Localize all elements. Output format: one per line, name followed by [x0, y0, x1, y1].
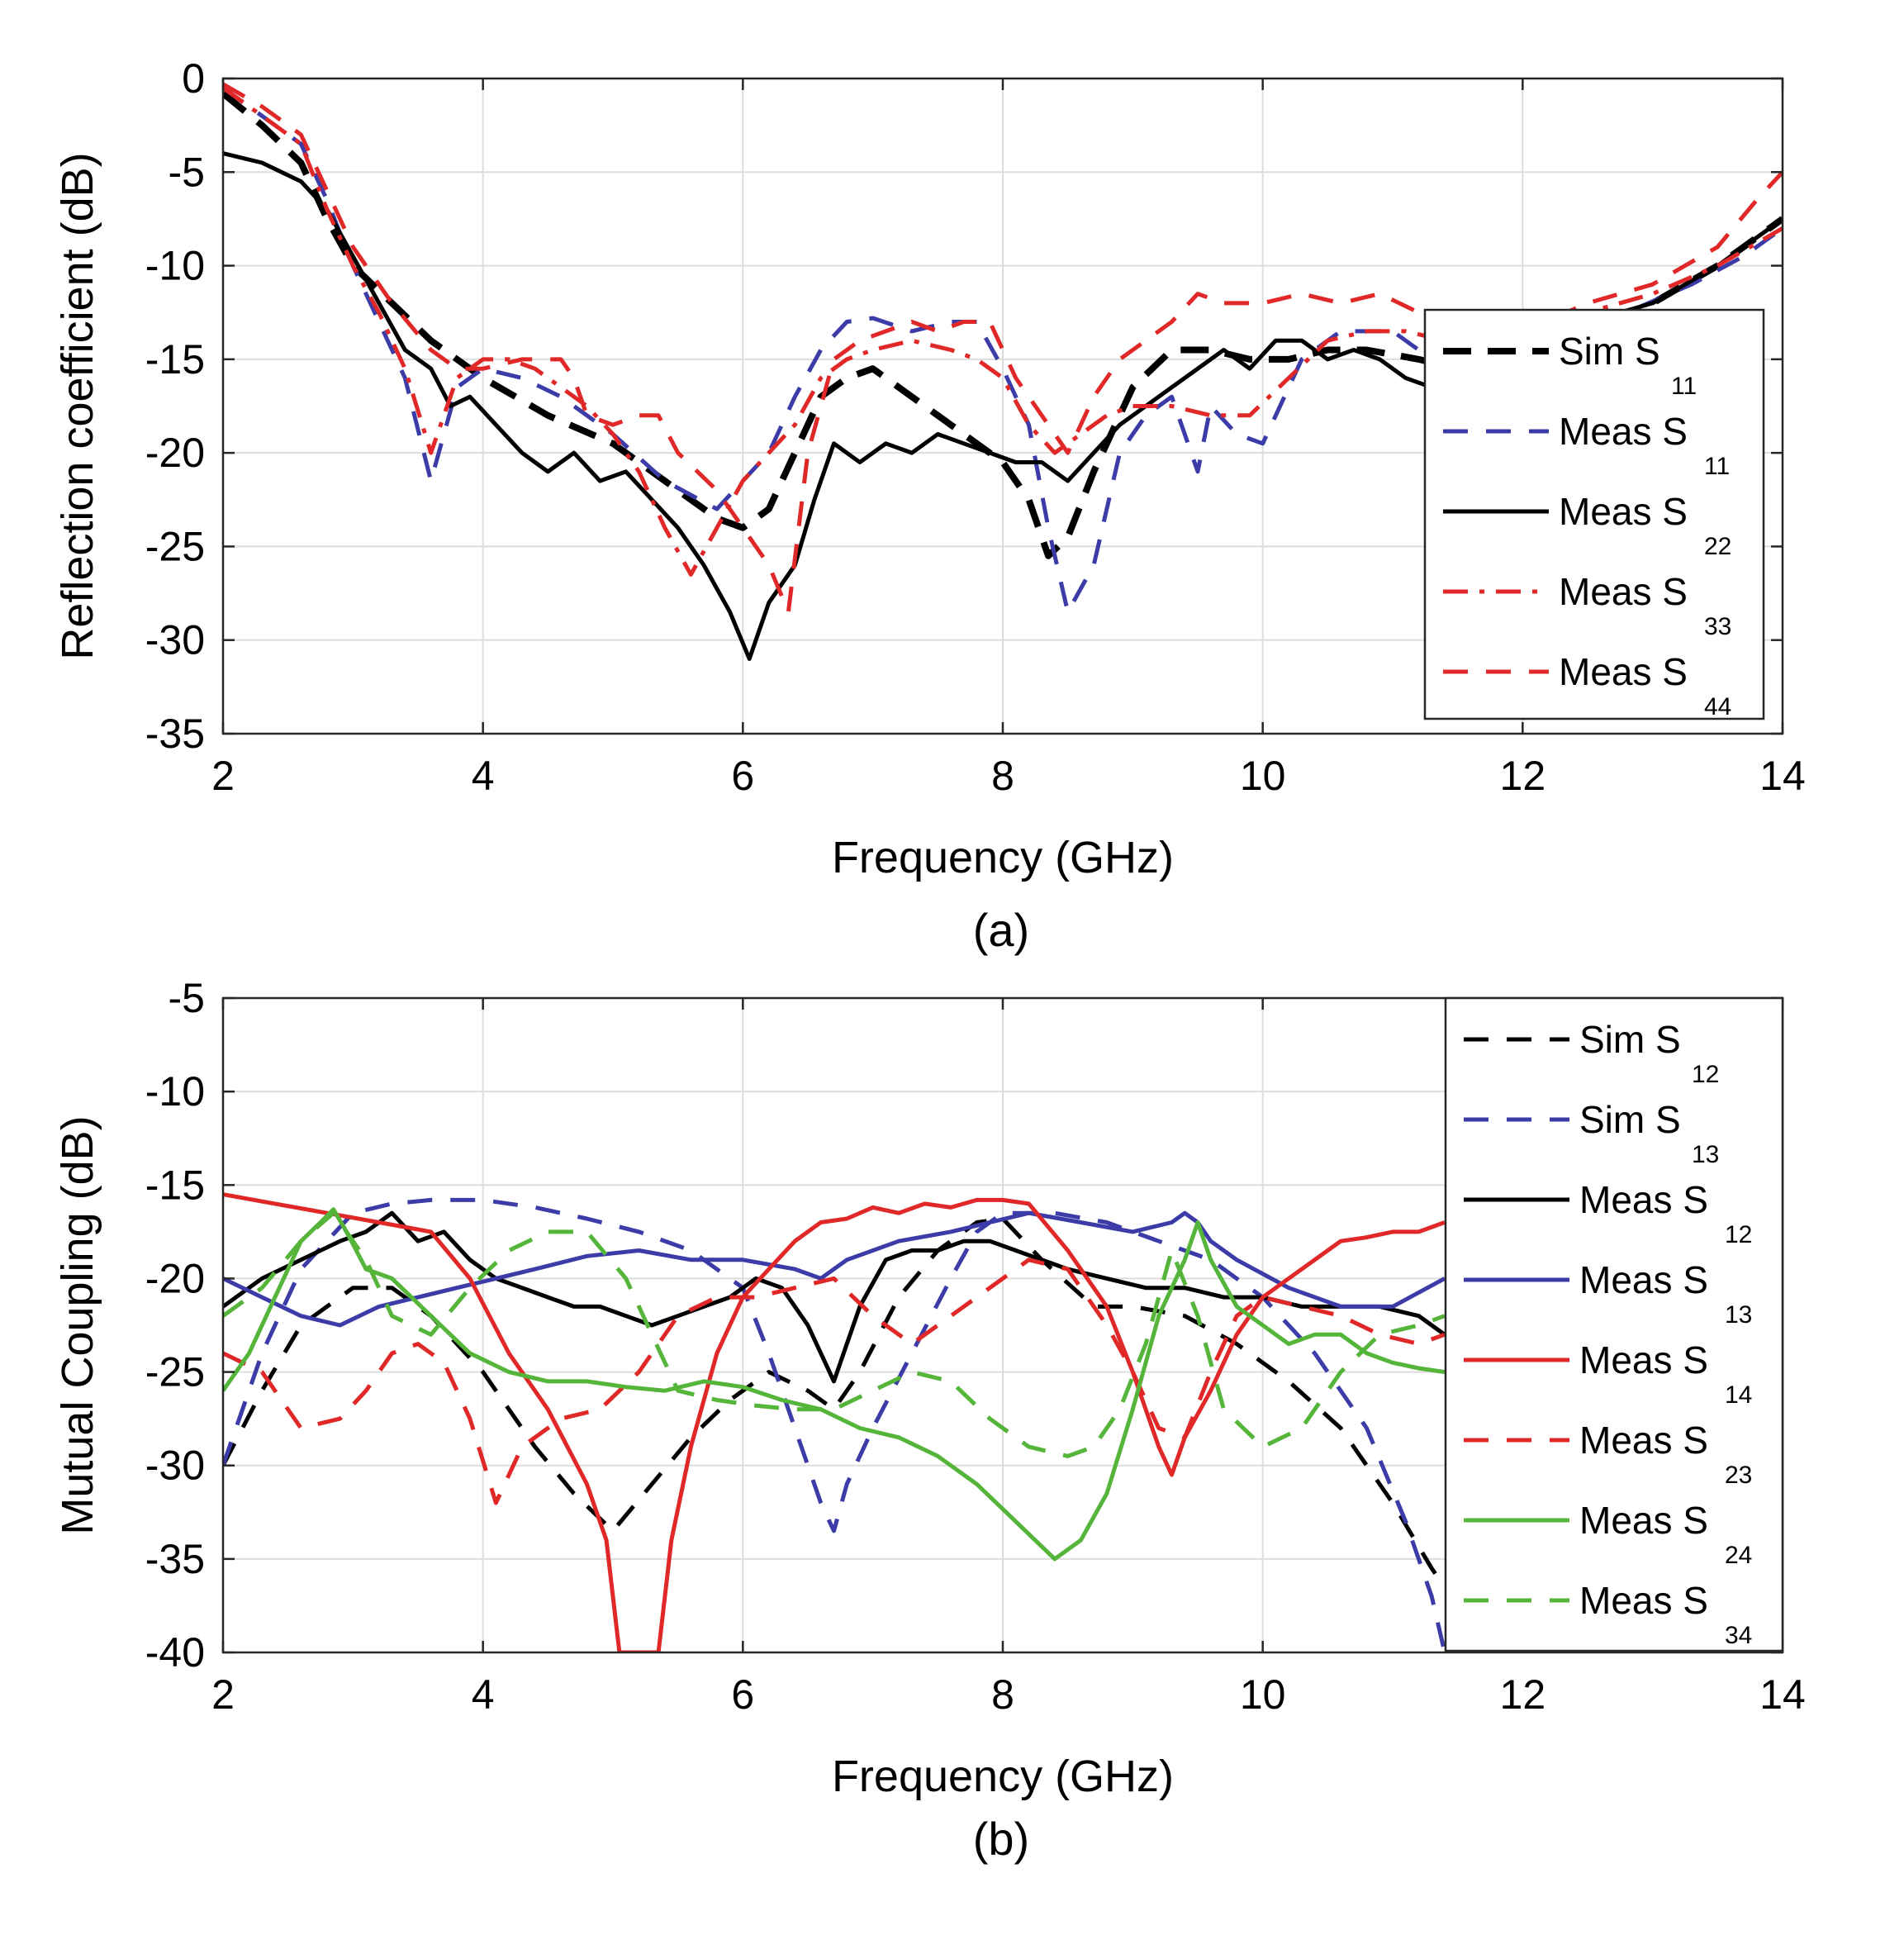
chart-a-xtick-label: 8: [991, 753, 1014, 799]
chart-b-series-meas-s34-line: [223, 1210, 1446, 1458]
chart-a-legend-label: Meas S: [1559, 490, 1688, 533]
chart-a-series-meas-s44-line: [223, 82, 1783, 615]
chart-a-ytick-label: 0: [182, 55, 205, 102]
chart-a-legend-item: Meas S 44: [1443, 650, 1731, 720]
chart-b-xtick-label: 14: [1759, 1671, 1806, 1718]
chart-a-ytick-label: -35: [145, 711, 205, 757]
chart-b-ytick-label: -35: [145, 1536, 205, 1582]
chart-b-legend-subscript: 12: [1725, 1221, 1752, 1248]
chart-a-legend-subscript: 11: [1671, 373, 1697, 400]
chart-b-series-meas-s13-line: [223, 1210, 1446, 1328]
chart-a: 2 4 6 8 10 12 14 0 -5 -10 -15 -20 -25 -30 -35 Frequency…: [53, 55, 1806, 956]
chart-b-ylabel: Mutual Coupling (dB): [53, 1115, 102, 1534]
chart-b-legend-label: Sim S: [1579, 1098, 1681, 1141]
chart-a-legend-box: [1423, 308, 1765, 720]
chart-b-xtick-label: 12: [1500, 1671, 1546, 1718]
chart-a-series-sim-s11-line: [223, 91, 1783, 559]
chart-a-ytick-label: -5: [169, 149, 205, 195]
chart-b-ytick-label: -25: [145, 1349, 205, 1395]
chart-a-legend: Sim S 11 Meas S 11 Meas S 22 Meas S 33 Meas S 44: [1423, 308, 1765, 720]
chart-b-legend-item: Meas S 12: [1464, 1178, 1752, 1248]
chart-b-legend-item: Meas S 34: [1464, 1579, 1752, 1649]
chart-b-legend-subscript: 34: [1725, 1622, 1752, 1649]
chart-b-legend-subscript: 12: [1692, 1061, 1719, 1088]
chart-a-ytick-label: -25: [145, 523, 205, 569]
chart-a-legend-subscript: 11: [1704, 453, 1730, 480]
chart-b-legend-item: Meas S 24: [1464, 1499, 1752, 1569]
chart-a-xlabel: Frequency (GHz): [832, 833, 1174, 882]
chart-b-legend-subscript: 23: [1725, 1462, 1752, 1489]
chart-b-xlabel: Frequency (GHz): [832, 1752, 1174, 1801]
chart-b-legend-item: Meas S 13: [1464, 1258, 1752, 1329]
chart-b-legend-item: Meas S 14: [1464, 1338, 1752, 1409]
chart-a-xtick-label: 4: [472, 753, 495, 799]
chart-b-legend-item: Sim S 12: [1464, 1018, 1719, 1088]
chart-a-legend-label: Meas S: [1559, 570, 1688, 613]
chart-a-legend-subscript: 33: [1704, 613, 1731, 640]
chart-b-ytick-label: -5: [169, 975, 205, 1021]
chart-b-ytick-label: -20: [145, 1255, 205, 1301]
chart-a-legend-subscript: 44: [1704, 693, 1731, 720]
chart-a-legend-label: Meas S: [1559, 650, 1688, 693]
chart-a-xtick-label: 10: [1240, 753, 1286, 799]
chart-b-legend-label: Sim S: [1579, 1018, 1681, 1061]
chart-a-ytick-label: -20: [145, 430, 205, 476]
chart-a-panel-label: (a): [973, 904, 1029, 956]
chart-b-ytick-label: -15: [145, 1162, 205, 1208]
chart-a-series-meas-s22-line: [223, 151, 1783, 661]
chart-b-ytick-label: -10: [145, 1068, 205, 1115]
chart-b-series-meas-s12-line: [223, 1210, 1446, 1384]
chart-a-xtick-label: 2: [211, 753, 235, 799]
chart-a-ytick-label: -15: [145, 336, 205, 383]
chart-b-legend-subscript: 24: [1725, 1542, 1752, 1569]
chart-a-series-group: [223, 82, 1783, 661]
chart-b: 2 4 6 8 10 12 14-5-10-15-20-25-30-35-40Frequen…: [53, 975, 1806, 1865]
chart-b-series-meas-s24-line: [223, 1207, 1446, 1562]
chart-b-ytick-label: -40: [145, 1629, 205, 1676]
chart-b-xtick-label: 2: [211, 1671, 235, 1718]
chart-a-ytick-label: -10: [145, 243, 205, 289]
chart-b-xtick-label: 10: [1240, 1671, 1286, 1718]
chart-a-ytick-label: -30: [145, 617, 205, 663]
chart-a-legend-label: Sim S: [1559, 330, 1660, 373]
chart-b-xtick-label: 8: [991, 1671, 1014, 1718]
chart-b-legend-subscript: 13: [1725, 1301, 1752, 1329]
chart-b-ytick-label: -30: [145, 1443, 205, 1489]
chart-a-xtick-label: 12: [1500, 753, 1546, 799]
chart-b-panel-label: (b): [973, 1813, 1029, 1865]
chart-a-ylabel: Reflection coefficient (dB): [53, 152, 102, 659]
chart-a-legend-label: Meas S: [1559, 410, 1688, 453]
chart-a-legend-item: Meas S 11: [1443, 410, 1730, 480]
chart-a-xtick-label: 6: [731, 753, 754, 799]
chart-b-legend-box: [1444, 996, 1784, 1652]
chart-a-series-meas-s33-line: [223, 86, 1783, 577]
chart-b-series-group: [223, 1192, 1447, 1652]
chart-b-legend-subscript: 14: [1725, 1381, 1752, 1409]
chart-a-legend-item: Meas S 33: [1443, 570, 1731, 640]
chart-b-legend-label: Meas S: [1579, 1579, 1708, 1622]
chart-b-xtick-label: 6: [731, 1671, 754, 1718]
chart-a-legend-subscript: 22: [1704, 533, 1731, 560]
chart-b-legend-item: Sim S 13: [1464, 1098, 1719, 1168]
chart-b-series-sim-s13-line: [223, 1197, 1447, 1652]
chart-b-legend-label: Meas S: [1579, 1499, 1708, 1542]
chart-b-legend-subscript: 13: [1692, 1141, 1719, 1168]
chart-a-legend-item: Sim S 11: [1443, 330, 1697, 400]
chart-b-series-meas-s14-line: [223, 1192, 1446, 1652]
chart-b-xtick-label: 4: [472, 1671, 495, 1718]
chart-a-xtick-label: 14: [1759, 753, 1806, 799]
chart-b-legend-item: Meas S 23: [1464, 1419, 1752, 1489]
chart-b-legend-label: Meas S: [1579, 1258, 1708, 1301]
chart-b-legend-label: Meas S: [1579, 1338, 1708, 1381]
chart-b-legend-label: Meas S: [1579, 1419, 1708, 1462]
chart-b-legend-label: Meas S: [1579, 1178, 1708, 1221]
chart-b-series-meas-s23-line: [223, 1258, 1446, 1505]
chart-a-legend-item: Meas S 22: [1443, 490, 1731, 560]
